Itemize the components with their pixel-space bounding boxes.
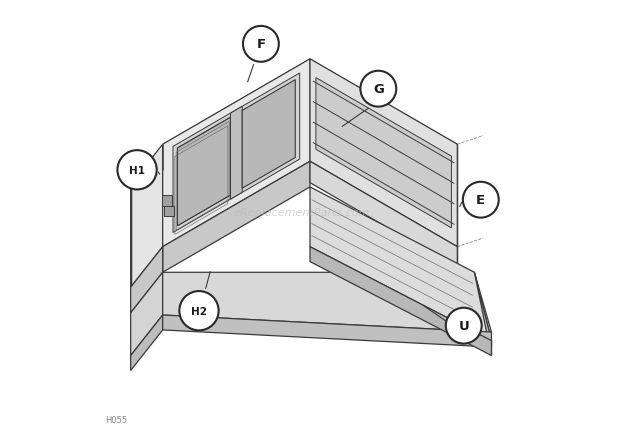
Text: eReplacementParts.com: eReplacementParts.com (233, 208, 370, 218)
Polygon shape (474, 273, 492, 356)
Polygon shape (131, 315, 162, 371)
Polygon shape (173, 74, 299, 233)
Circle shape (243, 27, 279, 63)
Text: F: F (256, 38, 265, 51)
Polygon shape (310, 247, 492, 356)
Polygon shape (231, 107, 242, 200)
Circle shape (463, 182, 498, 218)
Polygon shape (162, 196, 172, 206)
Polygon shape (316, 78, 451, 228)
Polygon shape (162, 273, 492, 332)
Polygon shape (242, 81, 295, 189)
Polygon shape (162, 60, 310, 247)
Polygon shape (131, 273, 162, 356)
Text: E: E (476, 194, 485, 207)
Polygon shape (310, 162, 458, 268)
Text: H055: H055 (105, 415, 127, 424)
Polygon shape (177, 118, 231, 226)
Polygon shape (131, 247, 162, 313)
Polygon shape (131, 145, 162, 288)
Circle shape (117, 151, 157, 190)
Polygon shape (164, 206, 174, 216)
Text: H2: H2 (191, 306, 207, 316)
Circle shape (360, 72, 396, 107)
Text: U: U (458, 320, 469, 332)
Text: H1: H1 (129, 165, 145, 176)
Polygon shape (310, 60, 458, 247)
Circle shape (179, 291, 219, 331)
Polygon shape (162, 162, 310, 273)
Circle shape (446, 308, 482, 344)
Polygon shape (310, 187, 492, 341)
Polygon shape (162, 315, 492, 347)
Text: G: G (373, 83, 384, 96)
